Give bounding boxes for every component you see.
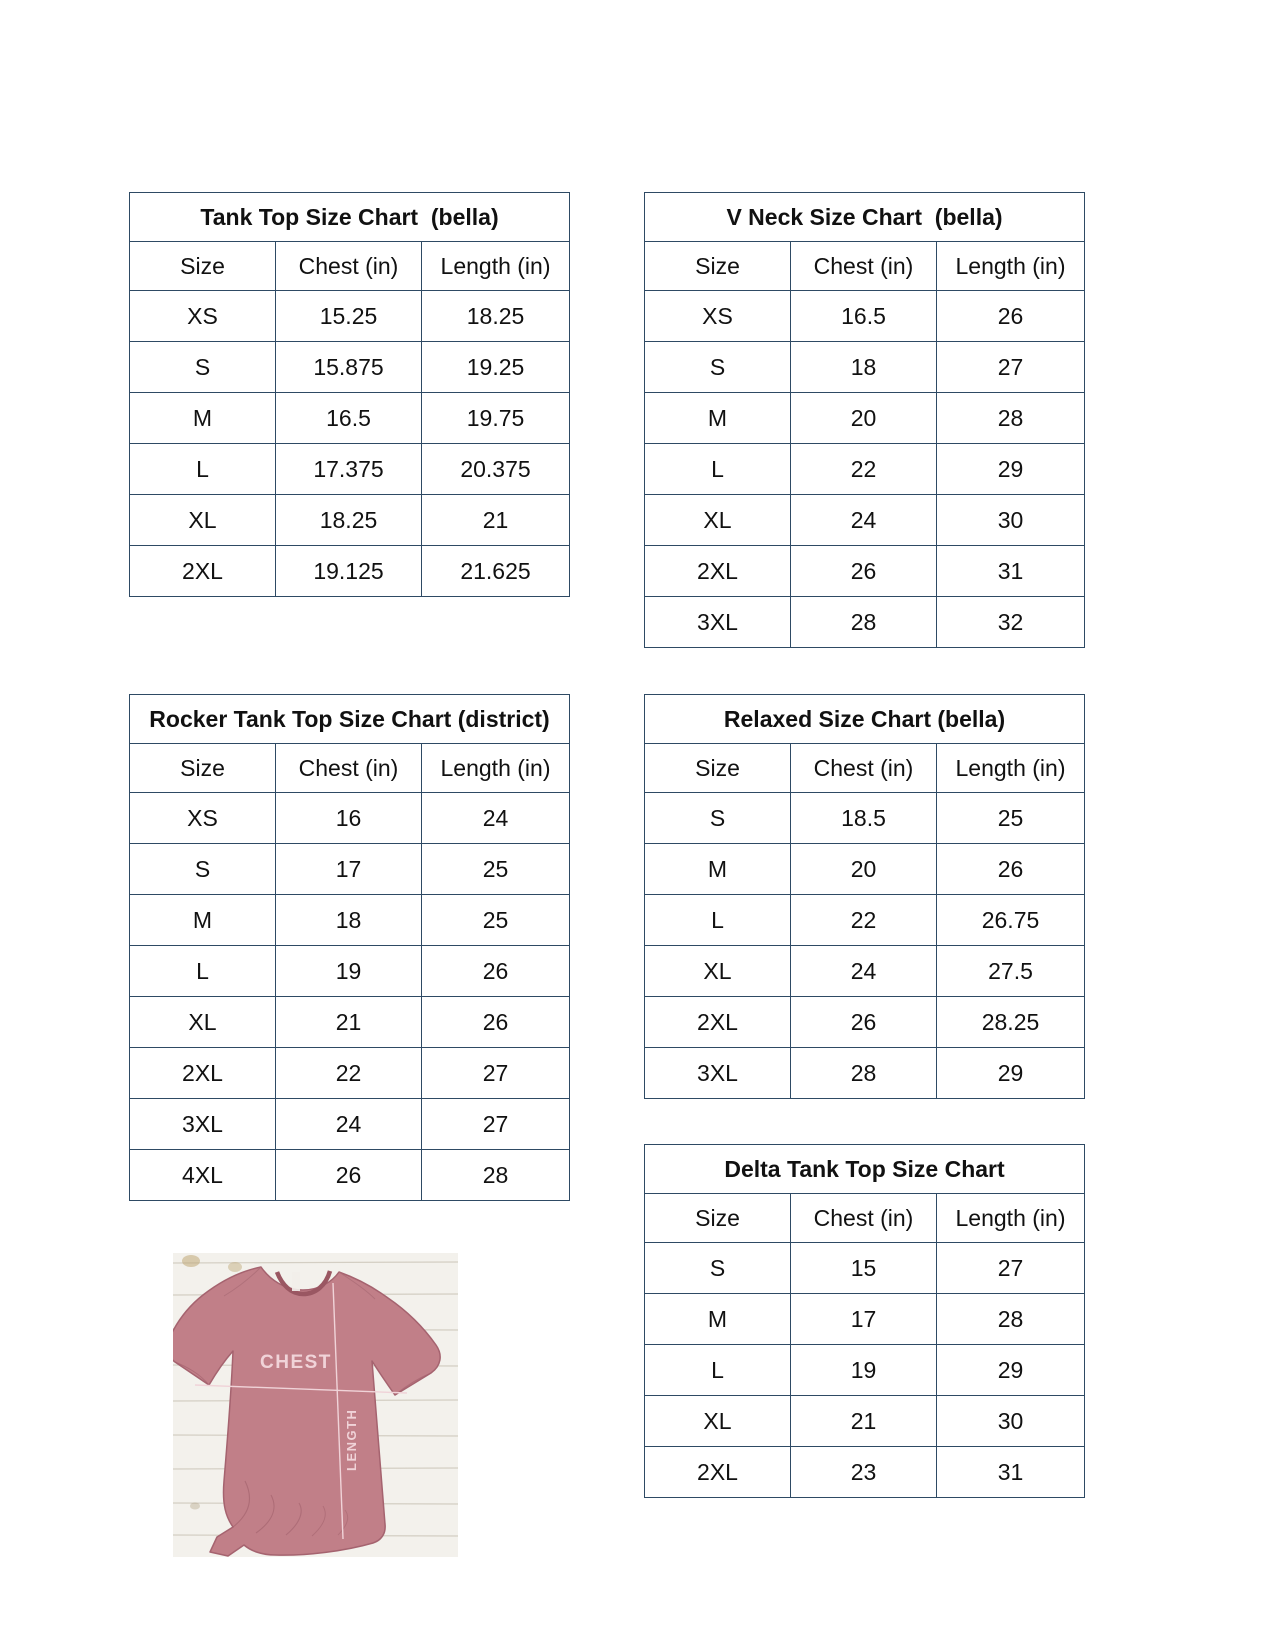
svg-text:CHEST: CHEST	[260, 1352, 332, 1373]
svg-text:LENGTH: LENGTH	[344, 1409, 359, 1471]
